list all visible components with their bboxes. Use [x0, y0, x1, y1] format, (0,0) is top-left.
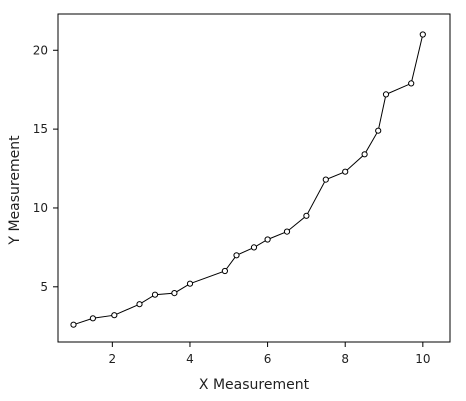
data-point — [186, 280, 194, 287]
data-point — [264, 236, 271, 243]
plot-frame — [57, 13, 451, 343]
x-axis-label: X Measurement — [199, 377, 310, 393]
y-axis-ticks: 5 10 15 20 — [33, 43, 58, 294]
data-point — [322, 176, 329, 183]
data-point — [171, 290, 178, 297]
series-markers — [70, 31, 426, 328]
data-point — [375, 127, 382, 134]
data-point — [136, 301, 143, 308]
data-point — [233, 252, 240, 259]
data-point — [151, 291, 159, 298]
x-tick-label: 2 — [109, 352, 117, 366]
y-tick-label: 10 — [33, 201, 48, 215]
y-axis-label: Y Measurement — [7, 135, 23, 246]
series-line — [73, 34, 424, 326]
y-tick-label: 20 — [33, 43, 48, 57]
data-point — [361, 151, 368, 158]
x-tick-label: 10 — [415, 352, 430, 366]
data-point — [408, 80, 415, 87]
data-point — [419, 31, 426, 38]
x-tick-label: 4 — [186, 352, 194, 366]
data-point — [342, 168, 349, 175]
data-point — [283, 228, 291, 235]
data-point — [89, 315, 97, 322]
x-tick-label: 8 — [341, 352, 349, 366]
y-tick-label: 15 — [33, 122, 48, 136]
data-point — [111, 312, 118, 319]
data-point — [221, 267, 228, 275]
y-tick-label: 5 — [40, 280, 48, 294]
data-point — [70, 321, 77, 328]
x-axis-ticks: 2 4 6 8 10 — [109, 342, 430, 366]
data-point — [250, 244, 258, 251]
x-tick-label: 6 — [264, 352, 272, 366]
data-point — [382, 91, 390, 98]
data-point — [303, 212, 310, 219]
